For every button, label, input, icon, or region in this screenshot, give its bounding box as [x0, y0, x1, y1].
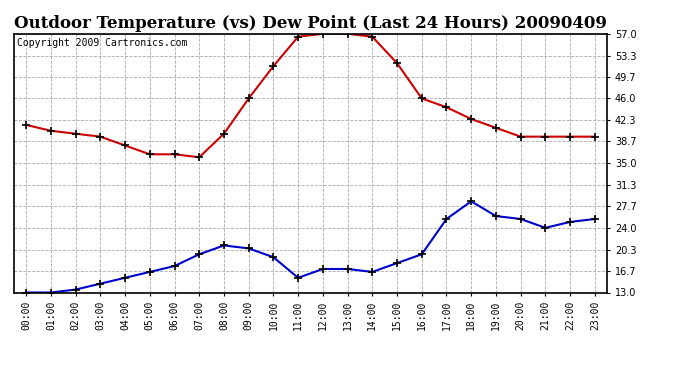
- Text: Copyright 2009 Cartronics.com: Copyright 2009 Cartronics.com: [17, 38, 187, 48]
- Title: Outdoor Temperature (vs) Dew Point (Last 24 Hours) 20090409: Outdoor Temperature (vs) Dew Point (Last…: [14, 15, 607, 32]
